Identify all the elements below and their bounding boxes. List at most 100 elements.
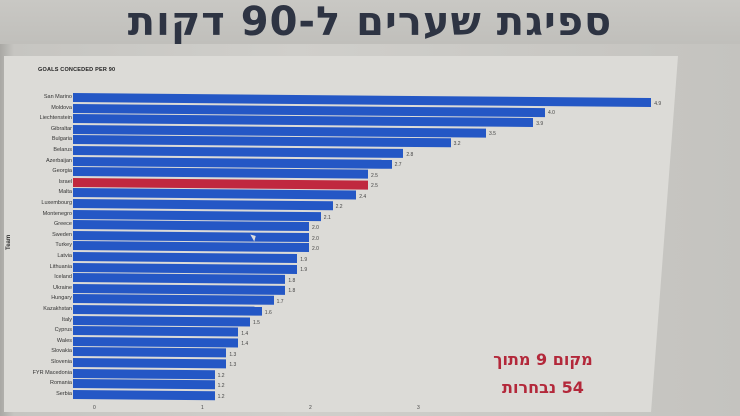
- bar-row: Iceland: [0, 272, 72, 282]
- value-label: 2.4: [359, 193, 367, 200]
- value-label: 1.6: [264, 309, 272, 316]
- bar-row: Moldova: [0, 103, 72, 113]
- bar-row: Kazakhstan: [0, 304, 72, 314]
- bar: [73, 220, 309, 232]
- bar-row: San Marino: [0, 92, 72, 102]
- category-label: Montenegro: [42, 210, 72, 217]
- category-label: Lithuania: [49, 263, 72, 270]
- x-tick: 2: [309, 405, 312, 411]
- category-label: Ukraine: [53, 284, 72, 291]
- category-label: Gibraltar: [50, 125, 72, 132]
- category-label: Israel: [58, 178, 72, 185]
- bar: [73, 188, 357, 200]
- category-label: Cyprus: [54, 327, 72, 334]
- bar: [73, 358, 227, 369]
- bar: [73, 347, 227, 358]
- bar-row: Turkey: [0, 240, 72, 250]
- value-label: 3.5: [489, 131, 496, 138]
- category-label: Turkey: [55, 242, 72, 249]
- value-label: 2.0: [312, 235, 319, 242]
- bar-row: Azerbaijan: [0, 156, 72, 166]
- bar: [73, 241, 309, 253]
- bar: [73, 294, 274, 306]
- category-label: Latvia: [57, 253, 72, 259]
- bar-row: Bulgaria: [0, 134, 72, 144]
- value-label: 4.9: [654, 100, 662, 107]
- bar-row: Gibraltar: [0, 124, 72, 134]
- bar-row: Italy: [0, 315, 72, 325]
- value-label: 1.2: [217, 383, 225, 390]
- value-label: 1.2: [217, 372, 225, 379]
- bar: [73, 368, 215, 379]
- bar-row: Israel: [0, 177, 72, 187]
- chart-title: GOALS CONCEDED PER 90: [38, 67, 116, 73]
- category-label: Belarus: [53, 147, 72, 153]
- bar: [73, 283, 286, 295]
- value-label: 2.8: [406, 151, 414, 158]
- category-label: Malta: [58, 189, 72, 196]
- category-label: Italy: [61, 316, 72, 323]
- value-label: 1.9: [300, 267, 308, 274]
- bar: [73, 230, 309, 242]
- value-label: 1.4: [241, 341, 249, 348]
- value-label: 2.5: [371, 183, 378, 190]
- value-label: 1.3: [229, 351, 237, 358]
- bar-row: Belarus: [0, 145, 72, 155]
- bar-row: FYR Macedonia: [0, 368, 72, 378]
- category-label: Sweden: [52, 231, 72, 238]
- bar-row: Montenegro: [0, 209, 72, 219]
- rank-annotation-line1: מקום 9 מתוך: [493, 350, 593, 369]
- bar-row: Serbia: [0, 389, 72, 399]
- category-label: Liechtenstein: [39, 115, 72, 122]
- bar: [73, 199, 333, 211]
- bar-row: Malta: [0, 187, 72, 197]
- bar-row: Cyprus: [0, 325, 72, 335]
- bar-row: Liechtenstein: [0, 113, 72, 123]
- bar-row: Sweden: [0, 230, 72, 240]
- x-tick: 3: [417, 405, 420, 411]
- bar: [73, 252, 298, 263]
- bar-row: Slovenia: [0, 357, 72, 367]
- bar-row: Georgia: [0, 166, 72, 176]
- bar-row: Slovakia: [0, 346, 72, 356]
- bar-row: Latvia: [0, 251, 72, 261]
- bar: [73, 146, 404, 158]
- value-label: 1.4: [241, 330, 249, 337]
- category-label: Luxembourg: [41, 200, 72, 206]
- category-label: FYR Macedonia: [32, 369, 72, 376]
- value-label: 2.0: [312, 246, 319, 253]
- bar: [73, 326, 239, 337]
- bar-row: Romania: [0, 378, 72, 388]
- category-label: Wales: [56, 337, 72, 344]
- value-label: 2.7: [394, 162, 402, 169]
- category-label: Slovenia: [50, 359, 72, 365]
- category-label: Iceland: [54, 274, 72, 281]
- category-label: Bulgaria: [51, 136, 72, 143]
- value-label: 3.2: [453, 141, 461, 148]
- value-label: 1.5: [253, 320, 260, 327]
- category-label: Romania: [49, 380, 72, 387]
- bar: [73, 315, 250, 327]
- category-label: Kazakhstan: [43, 306, 72, 312]
- value-label: 2.2: [335, 204, 343, 211]
- value-label: 2.1: [323, 214, 331, 221]
- value-label: 1.9: [300, 256, 308, 263]
- value-label: 1.8: [288, 277, 296, 284]
- bar-row: Ukraine: [0, 283, 72, 293]
- category-label: Azerbaijan: [46, 157, 72, 164]
- category-label: San Marino: [43, 94, 72, 100]
- value-label: 2.0: [312, 225, 319, 232]
- bar: [73, 209, 321, 221]
- value-label: 1.2: [217, 393, 225, 400]
- category-label: Slovakia: [51, 348, 72, 355]
- rank-annotation: מקום 9 מתוך 54 נבחרות: [478, 346, 608, 402]
- value-label: 3.9: [536, 120, 544, 127]
- category-label: Greece: [53, 221, 72, 228]
- bar: [73, 379, 215, 390]
- value-label: 1.7: [276, 299, 284, 305]
- bar: [73, 167, 368, 179]
- category-label: Georgia: [52, 168, 72, 175]
- value-label: 4.0: [548, 110, 555, 117]
- x-tick: 1: [201, 405, 204, 411]
